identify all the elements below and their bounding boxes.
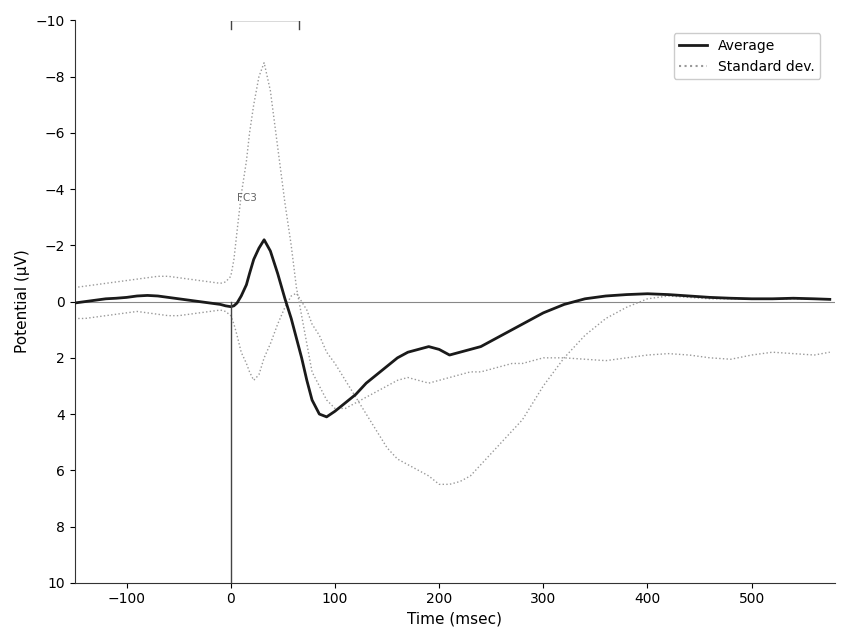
Average: [297, 354, 307, 361]
Standard dev.: [297, 312, 307, 320]
Standard dev.: [382, 382, 392, 390]
Legend: Average, Standard dev.: Average, Standard dev.: [674, 33, 820, 79]
Standard dev.: [163, 272, 173, 280]
Average: [259, 236, 269, 243]
Y-axis label: Potential (μV): Potential (μV): [15, 250, 30, 354]
Average: [824, 295, 835, 303]
Line: Standard dev.: Standard dev.: [75, 63, 830, 408]
Standard dev.: [70, 284, 80, 291]
Standard dev.: [226, 272, 236, 280]
Average: [245, 270, 255, 277]
Standard dev.: [245, 129, 255, 137]
Average: [163, 293, 173, 301]
Average: [70, 299, 80, 307]
Standard dev.: [663, 350, 673, 358]
X-axis label: Time (msec): Time (msec): [407, 612, 502, 627]
Average: [321, 413, 332, 421]
Average: [382, 363, 392, 370]
Text: FC3: FC3: [237, 193, 257, 203]
Average: [226, 303, 236, 311]
Standard dev.: [824, 349, 835, 356]
Average: [663, 291, 673, 299]
Standard dev.: [259, 59, 269, 67]
Line: Average: Average: [75, 239, 830, 417]
Standard dev.: [330, 404, 340, 412]
